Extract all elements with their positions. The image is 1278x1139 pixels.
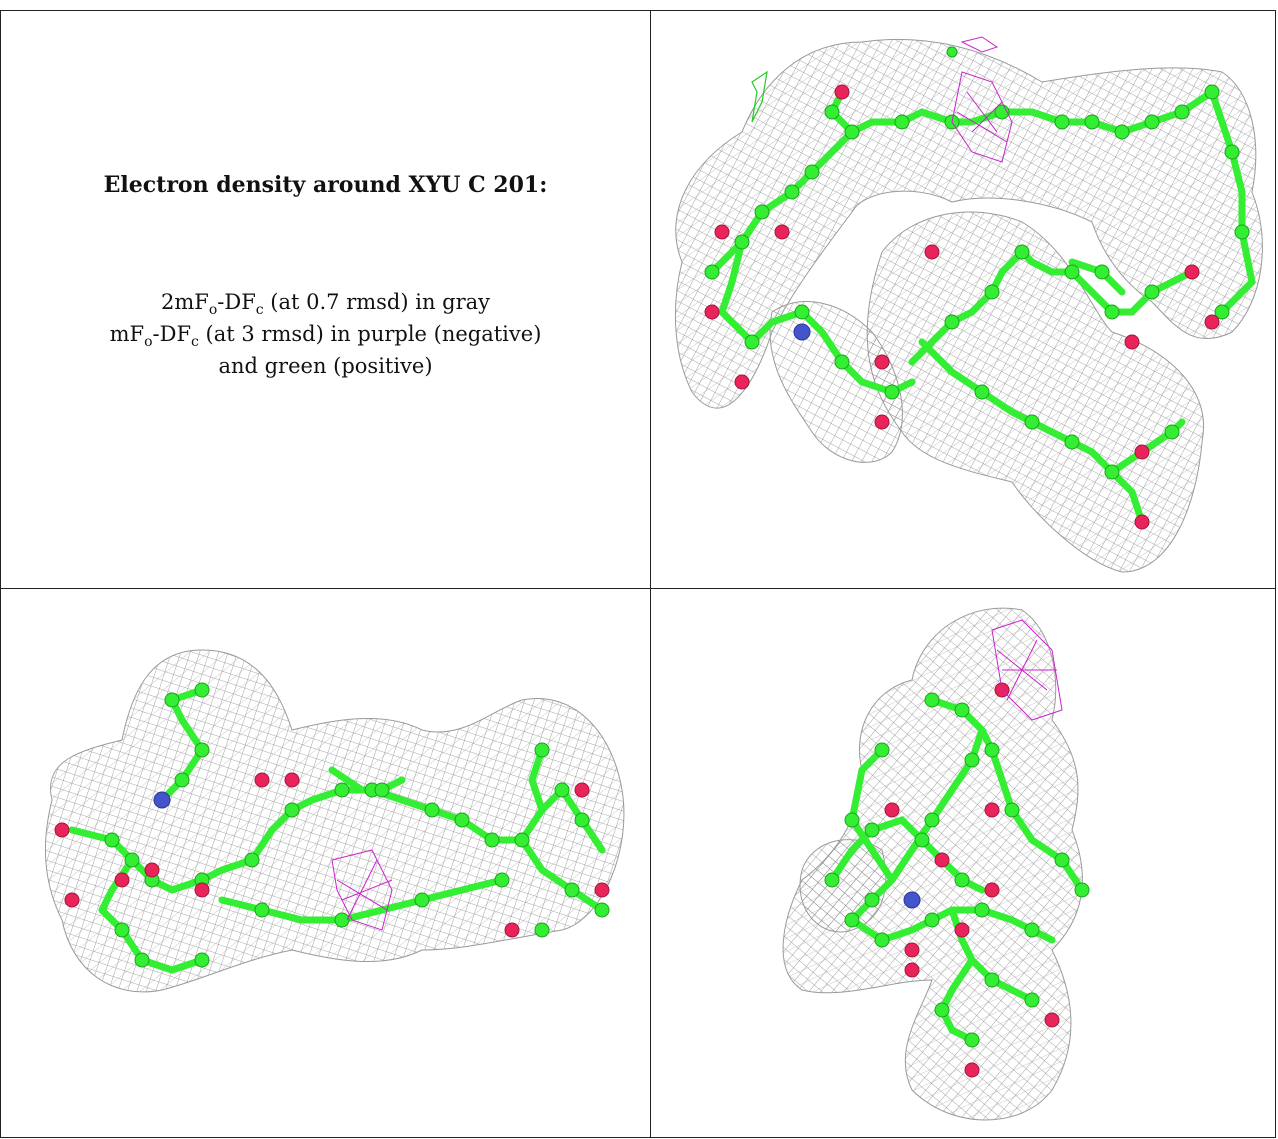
density-render-bottom-right	[782, 607, 1090, 1121]
ligand-carbon-atoms	[104, 682, 610, 968]
ligand-nitrogen-atom	[153, 791, 171, 809]
caption-line-2mfo: 2mFo-DFc (at 0.7 rmsd) in gray	[160, 290, 491, 319]
horizontal-divider	[1, 588, 1275, 589]
negative-difference-density	[991, 619, 1063, 721]
caption-cell: Electron density around XYU C 201: 2mFo-…	[2, 12, 649, 587]
density-view-bottom-right	[652, 590, 1275, 1137]
ligand-nitrogen-atom	[793, 323, 811, 341]
density-view-bottom-left	[2, 590, 649, 1137]
caption-line-mfo: mFo-DFc (at 3 rmsd) in purple (negative)	[109, 322, 542, 351]
ligand-nitrogen-atom	[903, 891, 921, 909]
figure-grid: Electron density around XYU C 201: 2mFo-…	[0, 10, 1276, 1138]
caption-line-positive: and green (positive)	[218, 354, 433, 378]
negative-difference-density	[331, 849, 393, 931]
ligand-carbon-atoms	[824, 692, 1090, 1048]
caption-title: Electron density around XYU C 201:	[103, 172, 548, 198]
density-view-top-right	[652, 12, 1275, 587]
ligand-oxygen-atoms	[704, 84, 1220, 530]
density-render-top-right	[674, 36, 1263, 573]
positive-difference-density	[751, 70, 768, 123]
vertical-divider	[650, 11, 651, 1137]
ligand-oxygen-atoms	[884, 682, 1060, 1078]
density-render-bottom-left	[44, 649, 625, 993]
negative-difference-density	[951, 36, 1013, 163]
ligand-oxygen-atoms	[54, 772, 610, 938]
